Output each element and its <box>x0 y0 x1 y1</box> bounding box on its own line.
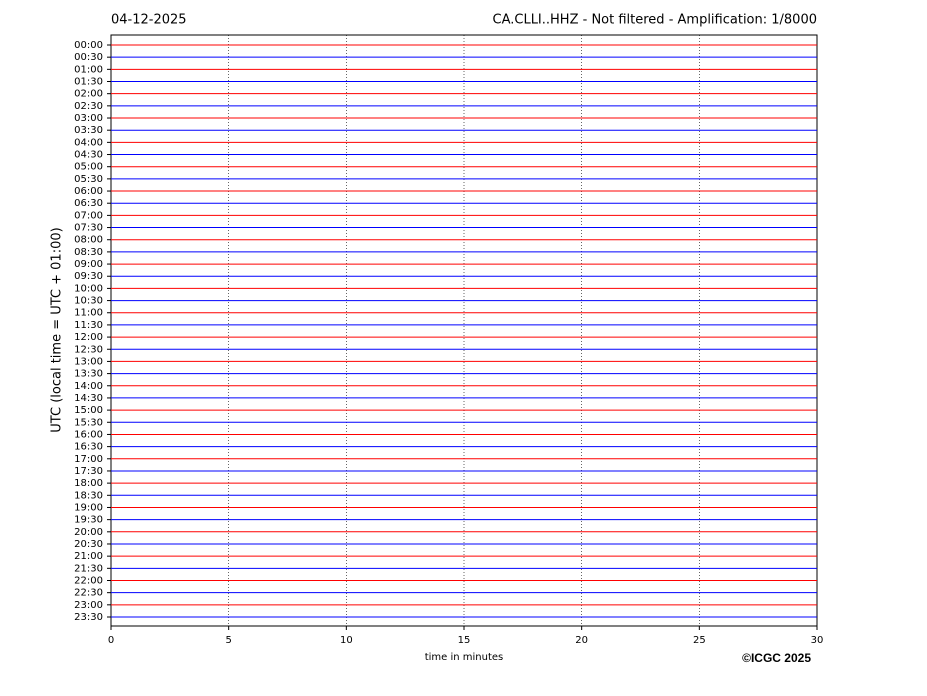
y-tick-label: 18:30 <box>74 490 103 501</box>
x-axis-label: time in minutes <box>425 652 504 663</box>
y-tick-label: 04:00 <box>74 137 103 148</box>
x-tick-label: 15 <box>458 635 471 646</box>
x-tick-label: 30 <box>811 635 824 646</box>
date: 04-12-2025 <box>111 13 187 28</box>
y-tick-label: 20:00 <box>74 527 103 538</box>
y-tick-label: 14:00 <box>74 381 103 392</box>
x-tick-label: 10 <box>340 635 353 646</box>
y-tick-label: 07:00 <box>74 210 103 221</box>
y-tick-label: 17:00 <box>74 454 103 465</box>
y-tick-label: 03:00 <box>74 113 103 124</box>
y-tick-label: 07:30 <box>74 223 103 234</box>
y-tick-label: 21:30 <box>74 563 103 574</box>
credit: ©ICGC 2025 <box>742 651 811 665</box>
y-tick-label: 01:00 <box>74 64 103 75</box>
y-tick-label: 22:00 <box>74 575 103 586</box>
y-tick-label: 15:00 <box>74 405 103 416</box>
y-tick-label: 09:30 <box>74 271 103 282</box>
y-tick-label: 22:30 <box>74 588 103 599</box>
y-tick-label: 11:00 <box>74 308 103 319</box>
y-tick-label: 16:00 <box>74 429 103 440</box>
y-tick-label: 09:00 <box>74 259 103 270</box>
y-tick-label: 00:30 <box>74 52 103 63</box>
y-tick-label: 23:30 <box>74 612 103 623</box>
y-tick-label: 02:00 <box>74 89 103 100</box>
y-tick-label: 11:30 <box>74 320 103 331</box>
y-tick-label: 16:30 <box>74 442 103 453</box>
y-tick-label: 05:00 <box>74 162 103 173</box>
y-tick-label: 19:00 <box>74 502 103 513</box>
y-tick-label: 06:30 <box>74 198 103 209</box>
plot-frame <box>110 34 818 627</box>
x-tick-label: 5 <box>225 635 231 646</box>
y-tick-label: 06:00 <box>74 186 103 197</box>
y-tick-label: 18:00 <box>74 478 103 489</box>
y-tick-label: 01:30 <box>74 77 103 88</box>
x-tick-label: 0 <box>108 635 114 646</box>
y-tick-label: 10:30 <box>74 296 103 307</box>
y-tick-label: 21:00 <box>74 551 103 562</box>
y-tick-label: 17:30 <box>74 466 103 477</box>
y-tick-label: 00:00 <box>74 40 103 51</box>
y-tick-label: 13:00 <box>74 356 103 367</box>
y-tick-label: 12:00 <box>74 332 103 343</box>
y-tick-label: 08:30 <box>74 247 103 258</box>
y-tick-label: 19:30 <box>74 515 103 526</box>
y-tick-label: 03:30 <box>74 125 103 136</box>
y-axis-label: UTC (local time = UTC + 01:00) <box>50 227 65 432</box>
y-tick-label: 14:30 <box>74 393 103 404</box>
y-tick-label: 08:00 <box>74 235 103 246</box>
y-tick-label: 15:30 <box>74 417 103 428</box>
y-tick-label: 02:30 <box>74 101 103 112</box>
x-tick-label: 25 <box>693 635 706 646</box>
y-tick-label: 12:30 <box>74 344 103 355</box>
x-tick-label: 20 <box>575 635 588 646</box>
y-tick-label: 20:30 <box>74 539 103 550</box>
y-tick-label: 23:00 <box>74 600 103 611</box>
chart-title: CA.CLLI..HHZ - Not filtered - Amplificat… <box>493 13 818 28</box>
y-tick-label: 04:30 <box>74 150 103 161</box>
y-tick-label: 10:00 <box>74 283 103 294</box>
y-tick-label: 13:30 <box>74 369 103 380</box>
y-tick-label: 05:30 <box>74 174 103 185</box>
